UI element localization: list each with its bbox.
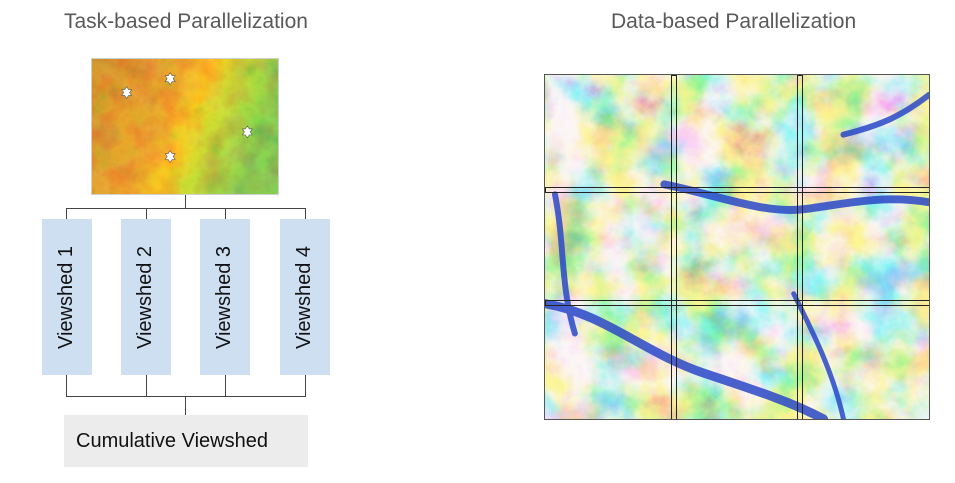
viewshed-box-1: Viewshed 1 — [42, 219, 92, 375]
viewshed-box-4: Viewshed 4 — [280, 219, 330, 375]
connector-line — [305, 375, 306, 396]
viewshed-label: Viewshed 3 — [213, 245, 236, 349]
connector-line — [185, 396, 186, 415]
connector-line — [225, 208, 226, 219]
task-dem-map — [91, 58, 279, 195]
connector-line — [146, 208, 147, 219]
cumulative-viewshed-label: Cumulative Viewshed — [76, 429, 268, 452]
connector-line — [66, 208, 306, 209]
connector-line — [66, 396, 306, 397]
viewshed-label: Viewshed 2 — [134, 245, 157, 349]
viewshed-box-2: Viewshed 2 — [121, 219, 171, 375]
river-channel — [791, 291, 846, 419]
tile-boundary — [671, 75, 677, 419]
river-channel — [545, 299, 829, 419]
data-dem-map — [544, 74, 930, 420]
connector-line — [66, 208, 67, 219]
connector-line — [305, 208, 306, 219]
connector-line — [225, 375, 226, 396]
viewshed-label: Viewshed 1 — [55, 245, 78, 349]
data-based-title: Data-based Parallelization — [611, 10, 857, 33]
viewpoint-marker — [164, 72, 176, 86]
cumulative-viewshed-box: Cumulative Viewshed — [64, 415, 308, 467]
viewpoint-marker — [241, 125, 253, 139]
viewpoint-marker — [164, 150, 176, 164]
viewshed-box-3: Viewshed 3 — [200, 219, 250, 375]
viewpoint-markers — [121, 72, 253, 164]
task-based-title: Task-based Parallelization — [64, 10, 308, 33]
river-channel — [660, 180, 929, 214]
river-channel — [840, 91, 929, 138]
tile-boundary — [545, 300, 929, 306]
connector-line — [146, 375, 147, 396]
tile-boundary — [545, 187, 929, 193]
connector-line — [66, 375, 67, 396]
tile-boundary — [797, 75, 803, 419]
viewshed-label: Viewshed 4 — [293, 245, 316, 349]
viewpoint-marker — [121, 86, 133, 99]
river-channels — [545, 91, 929, 419]
connector-line — [185, 195, 186, 208]
river-channel — [551, 191, 578, 337]
